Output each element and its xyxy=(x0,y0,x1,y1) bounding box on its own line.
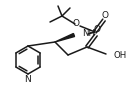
Text: O: O xyxy=(101,11,109,19)
Text: N: N xyxy=(24,74,31,84)
Text: O: O xyxy=(94,26,100,34)
Text: NH: NH xyxy=(82,29,95,38)
Text: O: O xyxy=(73,18,80,28)
Text: OH: OH xyxy=(114,50,127,59)
Polygon shape xyxy=(55,33,75,42)
